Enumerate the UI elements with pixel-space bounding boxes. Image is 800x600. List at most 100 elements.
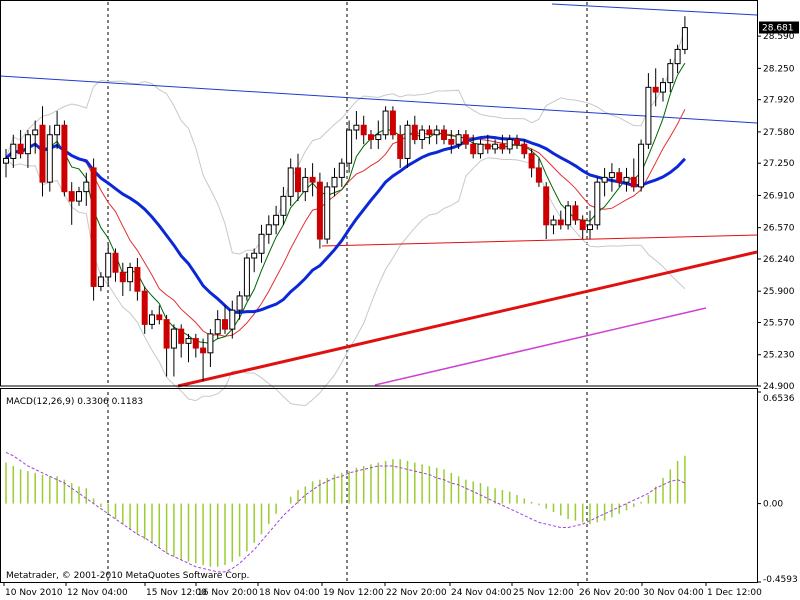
support-line: [321, 234, 758, 247]
candle: [10, 134, 17, 168]
candle: [302, 167, 309, 202]
candle: [251, 248, 258, 273]
candle: [280, 186, 287, 225]
time-tick-label: 19 Nov 12:00: [323, 588, 384, 598]
price-pane-border: [0, 0, 758, 387]
candle-body: [667, 63, 674, 84]
candle: [68, 182, 75, 225]
candle-body: [681, 27, 688, 50]
candle-body: [389, 110, 396, 136]
long-moving-average: [374, 307, 707, 386]
candle: [309, 163, 316, 197]
candle: [470, 134, 477, 159]
candle: [608, 163, 615, 192]
current-price-label: 28.681: [762, 24, 794, 34]
candle-body: [24, 134, 31, 155]
candle: [543, 182, 550, 240]
candle: [338, 158, 345, 187]
candle: [90, 158, 97, 301]
candle-body: [601, 176, 608, 183]
candle: [54, 111, 61, 149]
candle-body: [17, 143, 24, 155]
candle: [61, 120, 68, 197]
candle: [83, 172, 90, 206]
price-tick-label: 24.900: [763, 382, 795, 392]
candle-body: [280, 195, 287, 216]
candle-body: [470, 143, 477, 155]
candle-body: [265, 224, 272, 235]
candle: [660, 77, 666, 102]
candle: [214, 310, 221, 339]
candle-body: [178, 328, 185, 344]
candle: [24, 130, 31, 168]
time-tick-label: 25 Nov 12:00: [513, 588, 574, 598]
candle-body: [156, 314, 163, 321]
candle: [397, 125, 404, 168]
green-moving-average: [5, 62, 686, 344]
candle: [265, 215, 272, 244]
macd-tick-label: -0.4593: [763, 575, 798, 585]
candle-body: [587, 224, 593, 231]
candle: [506, 134, 513, 154]
candle: [652, 68, 659, 107]
copyright-text: Metatrader, © 2001-2010 MetaQuotes Softw…: [6, 571, 249, 581]
candle-body: [309, 176, 316, 183]
macd-pane-border: [0, 388, 758, 583]
candle-body: [506, 138, 513, 150]
candle-body: [338, 162, 345, 178]
candle-body: [105, 252, 112, 278]
candle-body: [316, 181, 323, 240]
candle: [587, 210, 593, 240]
candle-body: [426, 129, 433, 136]
blue-moving-average: [4, 135, 686, 315]
candle-body: [229, 309, 236, 330]
candle: [411, 115, 418, 145]
time-tick-label: 18 Nov 04:00: [259, 588, 320, 598]
moving-averages: [4, 62, 686, 344]
candle: [638, 139, 645, 192]
candle: [528, 148, 535, 178]
candle: [200, 338, 207, 382]
candle: [448, 130, 455, 154]
candle-body: [492, 143, 499, 150]
candle: [163, 314, 170, 377]
candle-body: [441, 129, 447, 140]
resistance-line: [0, 75, 758, 124]
candle-body: [397, 134, 404, 159]
candle-body: [331, 176, 338, 188]
candle-body: [287, 167, 294, 197]
candle-body: [579, 219, 586, 231]
candle: [207, 329, 214, 368]
candle: [236, 291, 243, 320]
candle: [645, 73, 652, 149]
candle: [368, 130, 374, 149]
candle: [404, 120, 411, 168]
candle-body: [258, 233, 265, 254]
candle-body: [477, 143, 484, 155]
candle-body: [528, 153, 535, 169]
candle: [32, 120, 39, 154]
candle: [46, 125, 53, 192]
candle: [149, 310, 155, 330]
candle-body: [3, 157, 9, 164]
candle: [572, 201, 579, 225]
time-tick-label: 12 Nov 04:00: [67, 588, 128, 598]
candle-body: [557, 219, 564, 226]
candle: [170, 324, 177, 377]
candle: [426, 125, 433, 145]
candle: [667, 58, 674, 93]
candle: [222, 305, 228, 334]
candle: [97, 272, 104, 292]
time-tick-label: 24 Nov 04:00: [451, 588, 512, 598]
price-tick-label: 27.580: [763, 128, 795, 138]
candle-body: [404, 124, 411, 159]
candle: [535, 158, 542, 187]
candle-body: [353, 124, 360, 131]
candle-body: [521, 143, 528, 155]
candle: [492, 139, 499, 154]
candle-body: [550, 219, 557, 226]
candle-body: [346, 129, 353, 164]
candle: [565, 201, 572, 230]
candle-body: [368, 134, 374, 140]
